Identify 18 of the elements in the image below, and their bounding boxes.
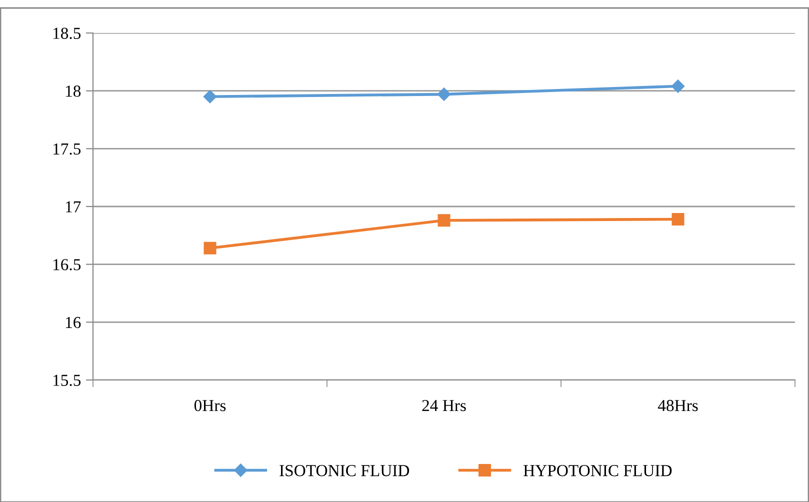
point (204, 242, 216, 254)
x-tick-label: 24 Hrs (422, 400, 466, 412)
y-tick-label: 15.5 (53, 374, 81, 386)
y-tick-label: 18 (66, 86, 81, 97)
point (203, 90, 217, 104)
point (438, 214, 450, 227)
y-tick-label: 16.5 (53, 259, 81, 270)
point (671, 80, 685, 93)
x-tick-label: 0Hrs (194, 400, 226, 412)
legend-label: HYPOTONIC FLUID (524, 465, 672, 476)
point (437, 88, 451, 101)
x-tick-label: 48Hrs (658, 400, 698, 412)
y-tick-label: 17.5 (53, 143, 81, 155)
legend-label: ISOTONIC FLUID (280, 465, 410, 476)
y-tick-label: 17 (66, 201, 81, 212)
y-tick-label: 16 (66, 316, 81, 328)
point (672, 212, 684, 226)
y-tick-label: 18.5 (53, 28, 81, 40)
